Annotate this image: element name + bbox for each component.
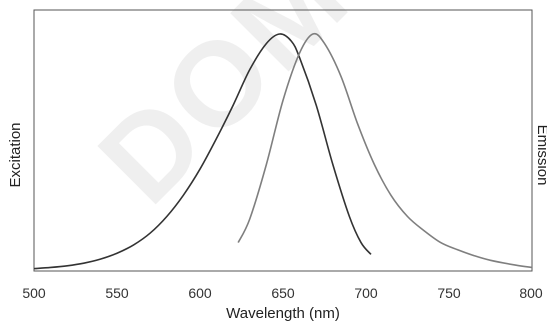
x-tick-label: 800	[519, 285, 543, 301]
x-tick-label: 550	[105, 285, 129, 301]
plot-frame	[33, 9, 533, 272]
x-tick-label: 650	[271, 285, 295, 301]
x-axis-label: Wavelength (nm)	[226, 305, 340, 322]
excitation-curve	[33, 33, 372, 270]
x-tick-label: 500	[22, 285, 46, 301]
emission-curve	[237, 32, 533, 269]
y-axis-label-left: Excitation	[7, 122, 24, 187]
series-layer	[33, 32, 533, 270]
y-axis-label-right: Emission	[534, 125, 547, 186]
x-tick-label: 700	[354, 285, 378, 301]
x-tick-label: 600	[188, 285, 212, 301]
x-axis-ticks: 500 550 600 650 700 750 800	[22, 285, 543, 301]
x-tick-label: 750	[437, 285, 461, 301]
